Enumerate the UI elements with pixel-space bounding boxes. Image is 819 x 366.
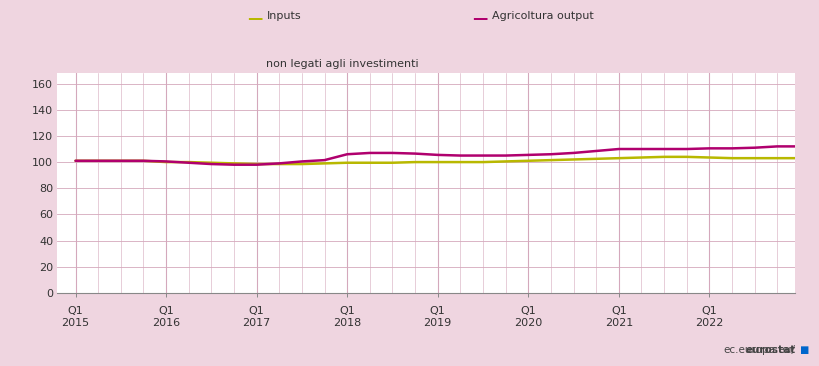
Text: Q1: Q1 [520, 306, 536, 316]
Text: 2018: 2018 [333, 318, 361, 328]
Text: 2022: 2022 [695, 318, 722, 328]
Text: non legati agli investimenti: non legati agli investimenti [266, 59, 419, 68]
Text: 2015: 2015 [61, 318, 89, 328]
Text: Q1: Q1 [158, 306, 174, 316]
Text: Q1: Q1 [700, 306, 717, 316]
Text: Agricoltura output: Agricoltura output [491, 11, 593, 21]
Text: 2017: 2017 [242, 318, 270, 328]
Text: 2021: 2021 [604, 318, 632, 328]
Text: 2020: 2020 [514, 318, 541, 328]
Text: Inputs: Inputs [266, 11, 301, 21]
Text: 2016: 2016 [152, 318, 180, 328]
Text: Q1: Q1 [429, 306, 445, 316]
Text: Q1: Q1 [248, 306, 265, 316]
Text: eurostat: eurostat [744, 345, 794, 355]
Text: Q1: Q1 [610, 306, 626, 316]
Text: Q1: Q1 [339, 306, 355, 316]
Text: ec.europa.eu/: ec.europa.eu/ [722, 345, 794, 355]
Text: —: — [247, 11, 262, 26]
Text: ■: ■ [796, 345, 808, 355]
Text: 2019: 2019 [423, 318, 451, 328]
Text: —: — [472, 11, 487, 26]
Text: Q1: Q1 [67, 306, 84, 316]
